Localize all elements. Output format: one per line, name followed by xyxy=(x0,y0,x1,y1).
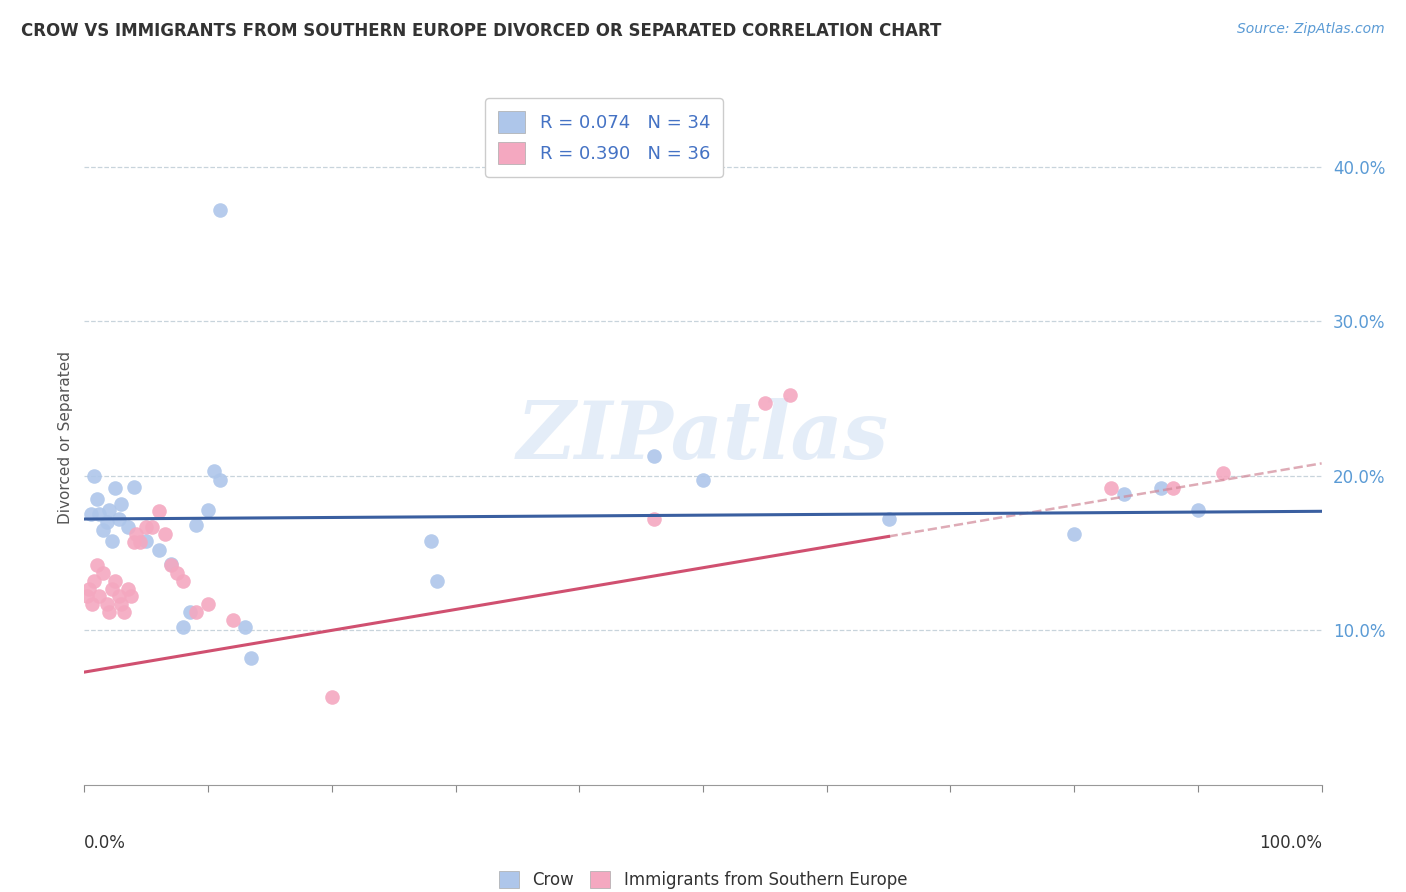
Point xyxy=(89,508,111,522)
Text: ZIPatlas: ZIPatlas xyxy=(517,399,889,475)
Point xyxy=(83,468,105,483)
Point xyxy=(1187,502,1209,516)
Point xyxy=(692,474,714,488)
Point xyxy=(98,605,121,619)
Point xyxy=(108,590,131,604)
Point xyxy=(120,590,142,604)
Point xyxy=(80,597,103,611)
Point xyxy=(160,558,183,573)
Point xyxy=(153,527,176,541)
Point xyxy=(426,574,449,588)
Point xyxy=(179,605,201,619)
Point xyxy=(135,533,157,548)
Point xyxy=(129,535,152,549)
Point xyxy=(1112,487,1135,501)
Point xyxy=(98,502,121,516)
Point xyxy=(209,202,232,217)
Point xyxy=(197,597,219,611)
Point xyxy=(141,520,163,534)
Point xyxy=(1161,481,1184,495)
Point xyxy=(160,557,183,571)
Point xyxy=(125,527,148,541)
Point xyxy=(104,574,127,588)
Point xyxy=(202,464,225,478)
Point xyxy=(91,523,114,537)
Point xyxy=(240,651,263,665)
Point xyxy=(166,566,188,581)
Point xyxy=(184,605,207,619)
Legend: R = 0.074   N = 34, R = 0.390   N = 36: R = 0.074 N = 34, R = 0.390 N = 36 xyxy=(485,98,723,177)
Point xyxy=(172,574,194,588)
Point xyxy=(184,518,207,533)
Text: 0.0%: 0.0% xyxy=(84,834,127,852)
Point xyxy=(122,479,145,493)
Point xyxy=(419,533,441,548)
Point xyxy=(86,558,108,573)
Point xyxy=(108,512,131,526)
Point xyxy=(96,515,118,529)
Point xyxy=(104,481,127,495)
Point xyxy=(643,449,665,463)
Point xyxy=(112,605,135,619)
Point xyxy=(1099,481,1122,495)
Point xyxy=(83,574,105,588)
Point xyxy=(96,597,118,611)
Point xyxy=(86,491,108,506)
Point xyxy=(172,620,194,634)
Point xyxy=(779,388,801,402)
Point xyxy=(100,533,122,548)
Point xyxy=(197,502,219,516)
Point xyxy=(148,543,170,558)
Point xyxy=(76,590,98,604)
Point xyxy=(100,582,122,596)
Point xyxy=(89,590,111,604)
Point xyxy=(209,474,232,488)
Point xyxy=(321,690,343,704)
Point xyxy=(1150,481,1173,495)
Point xyxy=(233,620,256,634)
Point xyxy=(122,535,145,549)
Point xyxy=(222,613,245,627)
Point xyxy=(643,512,665,526)
Point xyxy=(1063,527,1085,541)
Text: Source: ZipAtlas.com: Source: ZipAtlas.com xyxy=(1237,22,1385,37)
Point xyxy=(148,504,170,518)
Point xyxy=(91,566,114,581)
Point xyxy=(754,396,776,410)
Point xyxy=(117,520,139,534)
Point xyxy=(110,497,132,511)
Point xyxy=(1212,466,1234,480)
Point xyxy=(117,582,139,596)
Text: CROW VS IMMIGRANTS FROM SOUTHERN EUROPE DIVORCED OR SEPARATED CORRELATION CHART: CROW VS IMMIGRANTS FROM SOUTHERN EUROPE … xyxy=(21,22,942,40)
Y-axis label: Divorced or Separated: Divorced or Separated xyxy=(58,351,73,524)
Point xyxy=(110,597,132,611)
Point xyxy=(79,508,101,522)
Text: 100.0%: 100.0% xyxy=(1258,834,1322,852)
Point xyxy=(135,520,157,534)
Point xyxy=(79,582,101,596)
Point xyxy=(877,512,900,526)
